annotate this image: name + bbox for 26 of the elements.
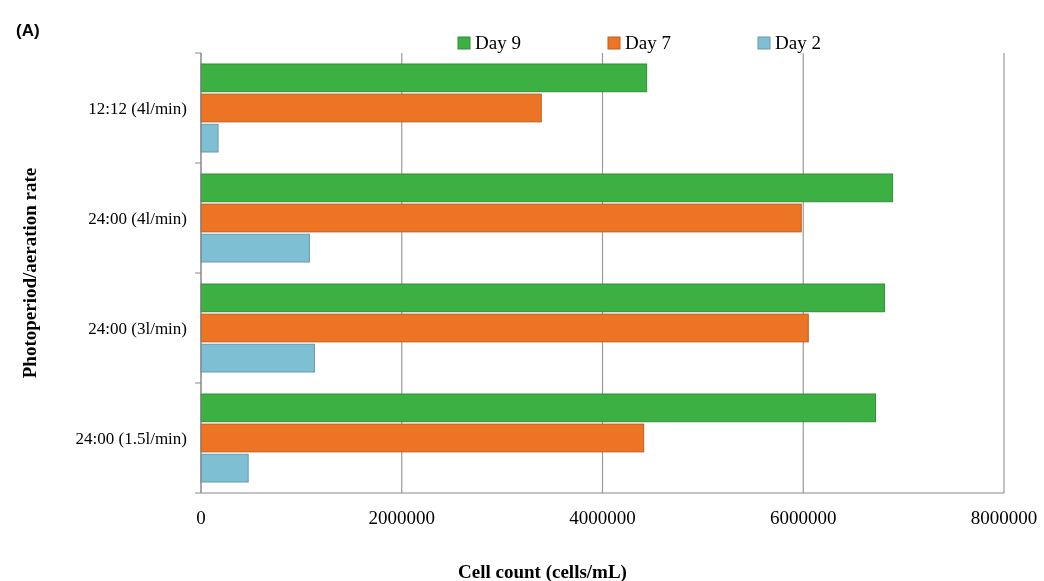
bar — [200, 93, 542, 123]
y-tick-label: 24:00 (4l/min) — [88, 208, 187, 228]
y-tick-label: 24:00 (3l/min) — [88, 318, 187, 338]
y-axis-title: Photoperiod/aeration rate — [19, 167, 40, 379]
y-tick-label: 24:00 (1.5l/min) — [75, 428, 187, 448]
bar — [200, 123, 219, 153]
x-tick-label: 4000000 — [569, 507, 636, 528]
y-tick-label: 12:12 (4l/min) — [88, 98, 187, 118]
bar — [200, 233, 310, 263]
x-tick-label: 8000000 — [970, 507, 1038, 528]
bar — [200, 63, 648, 93]
legend-label: Day 7 — [625, 32, 671, 53]
x-tick-label: 2000000 — [368, 507, 435, 528]
bar — [200, 343, 315, 373]
text: (A) — [16, 21, 40, 40]
legend-label: Day 2 — [775, 32, 821, 53]
bar — [200, 313, 809, 343]
legend-label: Day 9 — [475, 32, 521, 53]
bar — [200, 423, 645, 453]
bar — [200, 453, 249, 483]
bar — [200, 203, 802, 233]
bar — [200, 173, 894, 203]
x-tick-label: 0 — [196, 507, 206, 528]
bar — [200, 393, 877, 423]
bar — [200, 283, 886, 313]
x-tick-label: 6000000 — [770, 507, 837, 528]
